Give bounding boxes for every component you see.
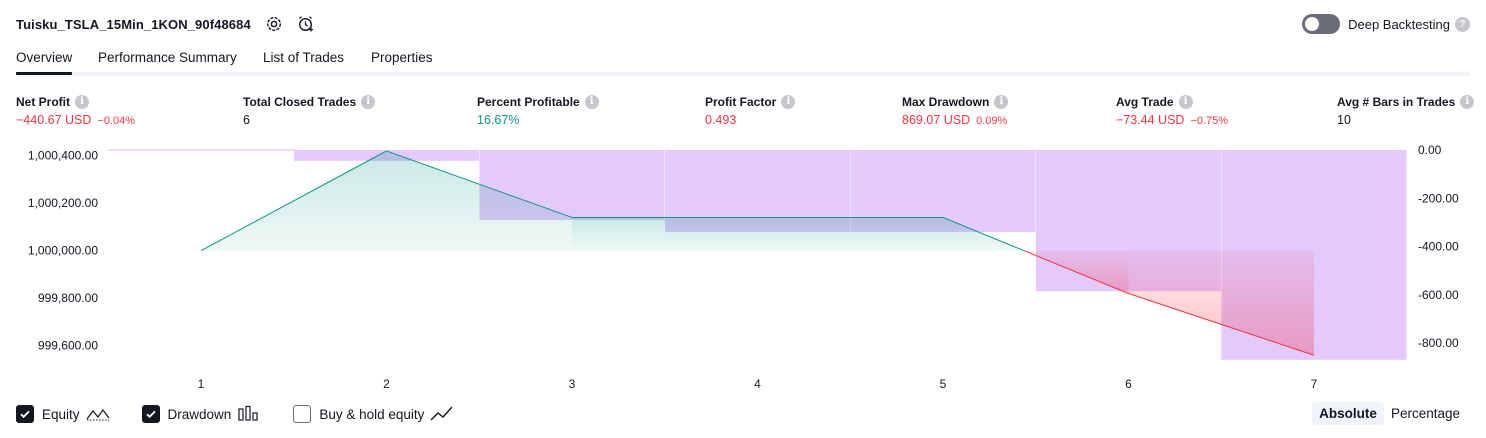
drawdown-checkbox[interactable] xyxy=(141,405,160,423)
drawdown-axis-tick: -800.00 xyxy=(1418,336,1459,350)
metric-avg-trade: Avg Trade i −73.44 USD −0.75% xyxy=(1116,94,1228,129)
metric-avg-bars-in-trades: Avg # Bars in Trades i 10 xyxy=(1337,94,1475,129)
tab-list-of-trades[interactable]: List of Trades xyxy=(263,50,345,65)
metric-value: −440.67 USD xyxy=(16,113,92,127)
equity-area-positive xyxy=(757,217,943,251)
equity-drawdown-chart[interactable]: 1,000,400.00 1,000,200.00 1,000,000.00 999,… xyxy=(0,140,1486,400)
deep-backtesting-toggle[interactable] xyxy=(1302,14,1341,34)
info-icon[interactable]: i xyxy=(361,94,376,109)
x-axis-tick: 7 xyxy=(1311,377,1318,391)
equity-area-positive xyxy=(572,217,758,251)
metric-percent-profitable: Percent Profitable i 16.67% xyxy=(477,94,599,129)
equity-area-negative xyxy=(1128,250,1314,356)
drawdown-axis-tick: 0.00 xyxy=(1418,143,1442,157)
metric-value: −73.44 USD xyxy=(1116,113,1185,127)
metric-net-profit: Net Profit i −440.67 USD −0.04% xyxy=(16,94,135,129)
metric-percent: −0.75% xyxy=(1190,115,1229,127)
settings-icon[interactable] xyxy=(265,15,283,33)
legend-drawdown[interactable]: Drawdown xyxy=(141,405,262,423)
report-header: Tuisku_TSLA_15Min_1KON_90f48684 xyxy=(16,12,315,36)
info-icon[interactable]: i xyxy=(994,94,1009,109)
info-icon[interactable]: i xyxy=(1460,94,1475,109)
equity-line-segment xyxy=(200,150,387,252)
metric-value: 869.07 USD xyxy=(902,113,971,127)
equity-axis-tick: 999,800.00 xyxy=(38,291,98,305)
equity-area-positive xyxy=(386,150,572,251)
equity-line-segment xyxy=(386,150,573,218)
deep-backtesting: Deep Backtesting ? xyxy=(1302,13,1470,35)
x-axis-tick: 6 xyxy=(1125,377,1132,391)
metric-max-drawdown: Max Drawdown i 869.07 USD 0.09% xyxy=(902,94,1009,129)
value-mode-switch: Absolute Percentage xyxy=(1312,402,1467,425)
x-axis-tick: 1 xyxy=(198,377,205,391)
legend-buy-hold-equity[interactable]: Buy & hold equity xyxy=(293,405,454,423)
absolute-button[interactable]: Absolute xyxy=(1312,402,1384,425)
drawdown-label: Drawdown xyxy=(167,406,232,422)
equity-axis-tick: 1,000,200.00 xyxy=(28,196,98,210)
tab-performance-summary[interactable]: Performance Summary xyxy=(98,50,237,65)
chart-legend: Equity Drawdown Buy & hold equity xyxy=(16,403,486,425)
drawdown-axis-tick: -200.00 xyxy=(1418,191,1459,205)
drawdown-bars-icon xyxy=(237,405,261,423)
metric-label: Net Profit xyxy=(16,94,70,109)
equity-axis-tick: 1,000,000.00 xyxy=(28,244,98,258)
buy-hold-label: Buy & hold equity xyxy=(319,406,425,422)
info-icon[interactable]: i xyxy=(1178,94,1193,109)
metric-label: Total Closed Trades xyxy=(243,94,357,109)
legend-equity[interactable]: Equity xyxy=(16,405,110,423)
equity-axis-tick: 1,000,400.00 xyxy=(28,149,98,163)
info-icon[interactable]: i xyxy=(584,94,599,109)
tab-properties[interactable]: Properties xyxy=(371,50,433,65)
metric-label: Max Drawdown xyxy=(902,94,990,109)
metric-total-closed-trades: Total Closed Trades i 6 xyxy=(243,94,376,129)
help-icon[interactable]: ? xyxy=(1455,16,1470,32)
equity-checkbox[interactable] xyxy=(16,405,34,423)
metric-label: Avg # Bars in Trades xyxy=(1337,94,1456,109)
tab-overview[interactable]: Overview xyxy=(16,50,73,75)
equity-line-icon xyxy=(86,405,110,423)
equity-label: Equity xyxy=(42,406,80,422)
buy-hold-line-icon xyxy=(430,405,454,423)
metric-value: 6 xyxy=(243,113,250,127)
strategy-title: Tuisku_TSLA_15Min_1KON_90f48684 xyxy=(16,16,251,32)
toggle-knob xyxy=(1305,17,1320,31)
deep-backtesting-label: Deep Backtesting xyxy=(1348,16,1450,32)
metric-profit-factor: Profit Factor i 0.493 xyxy=(705,94,796,129)
metric-value: 16.67% xyxy=(477,113,520,127)
equity-line-segment xyxy=(1128,293,1315,356)
x-axis-tick: 5 xyxy=(940,377,947,391)
add-alert-icon[interactable] xyxy=(297,15,315,33)
info-icon[interactable]: i xyxy=(75,94,89,109)
x-axis-tick: 4 xyxy=(754,377,761,391)
metric-label: Avg Trade xyxy=(1116,94,1174,109)
metric-value: 10 xyxy=(1337,113,1351,127)
drawdown-axis-tick: -400.00 xyxy=(1418,240,1459,254)
info-icon[interactable]: i xyxy=(781,94,796,109)
metric-percent: 0.09% xyxy=(976,115,1008,127)
equity-axis-tick: 999,600.00 xyxy=(38,339,98,353)
metric-value: 0.493 xyxy=(705,113,737,127)
x-axis-tick: 3 xyxy=(569,377,576,391)
tab-bar: Overview Performance Summary List of Tra… xyxy=(16,44,1470,76)
buy-hold-checkbox[interactable] xyxy=(293,405,312,423)
metric-label: Profit Factor xyxy=(705,94,777,109)
drawdown-axis-tick: -600.00 xyxy=(1418,288,1459,302)
metric-label: Percent Profitable xyxy=(477,94,580,109)
equity-line-segment xyxy=(1023,250,1129,294)
percentage-button[interactable]: Percentage xyxy=(1390,406,1460,421)
x-axis-tick: 2 xyxy=(383,377,390,391)
equity-line-segment xyxy=(942,217,1025,252)
metric-percent: −0.04% xyxy=(97,115,136,127)
